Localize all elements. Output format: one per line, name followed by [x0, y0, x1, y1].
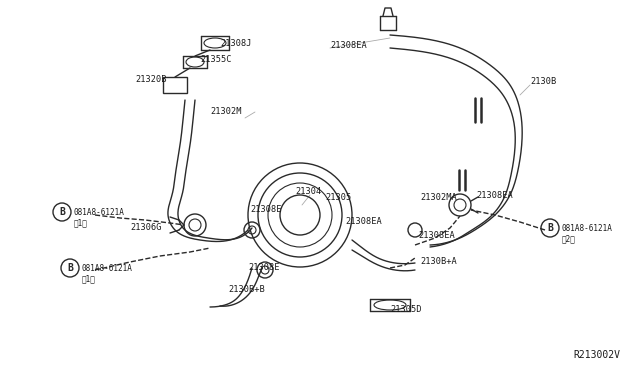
Text: 21308EA: 21308EA: [345, 218, 381, 227]
Text: 21355C: 21355C: [200, 55, 232, 64]
Text: 21320B: 21320B: [135, 76, 166, 84]
Text: 081A8-6121A
（2）: 081A8-6121A （2）: [562, 224, 613, 244]
Text: 2130B: 2130B: [530, 77, 556, 87]
Text: 21306G: 21306G: [130, 224, 161, 232]
Text: 21302MA: 21302MA: [420, 193, 457, 202]
Text: 21302M: 21302M: [210, 108, 241, 116]
Text: 21308EA: 21308EA: [476, 192, 513, 201]
Text: 2130B+B: 2130B+B: [228, 285, 265, 295]
Text: 21308EA: 21308EA: [418, 231, 455, 240]
Text: 21305: 21305: [325, 193, 351, 202]
Text: B: B: [59, 207, 65, 217]
Text: 21308E: 21308E: [250, 205, 282, 215]
Text: 21304: 21304: [295, 187, 321, 196]
Text: 21308E: 21308E: [248, 263, 280, 273]
Text: 2130B+A: 2130B+A: [420, 257, 457, 266]
Text: 081A8-6121A
（1）: 081A8-6121A （1）: [82, 264, 133, 284]
Text: 21308J: 21308J: [220, 38, 252, 48]
Text: 21305D: 21305D: [390, 305, 422, 314]
Text: 081A8-6121A
（1）: 081A8-6121A （1）: [74, 208, 125, 228]
Text: R213002V: R213002V: [573, 350, 620, 360]
Text: B: B: [547, 223, 553, 233]
Text: B: B: [67, 263, 73, 273]
Text: 21308EA: 21308EA: [330, 41, 367, 49]
